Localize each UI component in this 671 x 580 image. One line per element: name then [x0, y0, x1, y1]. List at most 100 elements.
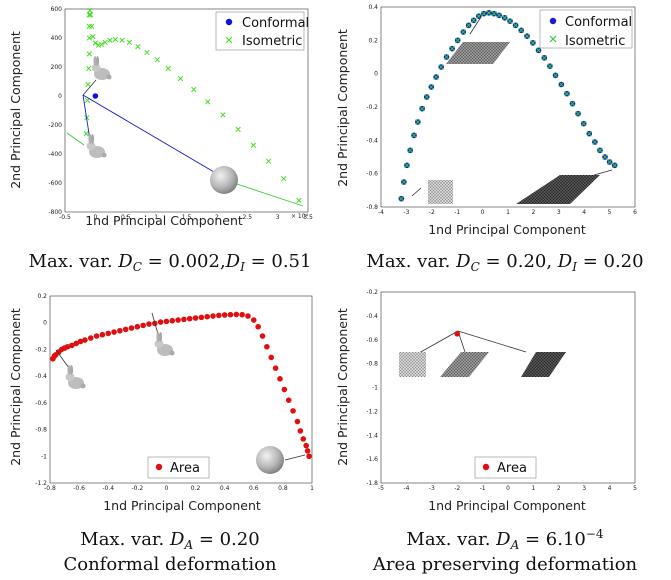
cross-stroke	[102, 39, 108, 46]
callout-line	[418, 330, 459, 354]
point-isometric	[86, 23, 92, 30]
x-tick-label: -0.8	[44, 485, 56, 492]
point-area	[198, 314, 205, 321]
point-isometric	[220, 112, 226, 118]
data-marks	[50, 311, 312, 460]
y-axis-label: 2nd Principal Component	[335, 29, 350, 187]
point-isometric	[87, 7, 93, 14]
plot-frame	[380, 6, 636, 208]
mesh-thumbnail	[399, 352, 426, 377]
caption-3: Max. var. DA = 0.20	[80, 529, 259, 552]
mesh-thumbnail	[446, 42, 510, 64]
point-area	[99, 331, 106, 338]
point-area	[268, 354, 275, 361]
cross-stroke	[87, 7, 93, 14]
point-area	[233, 311, 240, 318]
point-area	[245, 313, 251, 319]
caption-2: Max. var. DC = 0.20, DI = 0.20	[366, 251, 643, 274]
panel-2: -4 -3 -2 -1 0 1 2 3 4 5 6 0.4 0.2 0 -0.2 -0.4 -0.6 -0.8 1…	[335, 4, 637, 237]
point-isometric	[415, 119, 421, 125]
point-area	[181, 316, 187, 323]
point-isometric	[235, 126, 241, 133]
point-isometric	[428, 84, 434, 90]
cross-stroke	[398, 196, 404, 202]
tick-labels: -4 -3 -2 -1 0 1 2 3 4 5 6 0.4 0.2 0 -0.2 -0.4 -0.6 -0.8	[366, 4, 637, 216]
point-isometric	[398, 196, 404, 202]
bunny-thumbnail	[86, 134, 107, 158]
x-tick-label: 1	[531, 485, 535, 492]
cross-stroke	[491, 11, 497, 17]
point-isometric	[581, 121, 587, 127]
point-isometric	[460, 29, 466, 35]
point-isometric	[424, 94, 430, 100]
y-tick-label: -1.6	[366, 456, 378, 463]
point-isometric	[455, 37, 461, 43]
point-area	[122, 326, 129, 333]
point-isometric	[250, 142, 256, 148]
y-tick-label: -0.6	[366, 337, 378, 344]
point-area	[285, 397, 292, 403]
cross-stroke	[512, 22, 519, 28]
y-tick-label: -0.4	[366, 313, 378, 320]
legend: Conformal Isometric	[215, 11, 309, 51]
cross-stroke	[449, 46, 455, 52]
point-area	[117, 327, 123, 334]
y-tick-label: -1.2	[366, 408, 378, 415]
x-tick-label: 2.5	[242, 214, 252, 221]
legend: Area	[474, 456, 537, 479]
point-isometric	[89, 23, 95, 30]
point-isometric	[86, 35, 92, 41]
x-tick-label: 3.5	[303, 214, 313, 221]
callout-line	[55, 349, 70, 369]
x-axis-label: 1nd Principal Component	[103, 498, 261, 513]
point-area	[163, 318, 170, 325]
point-area	[134, 323, 141, 330]
y-axis-label: 2nd Principal Component	[8, 31, 23, 189]
cross-stroke	[496, 12, 502, 18]
panel-4: -5 -4 -3 -2 -1 0 1 2 3 4 5 -0.2 -0.4 -0.6 -0.8 -1 -1.2 -1…	[335, 289, 637, 513]
callout-line	[151, 312, 159, 335]
y-tick-label: -800	[48, 209, 62, 216]
x-tick-label: -0.4	[102, 485, 114, 492]
cross-stroke	[502, 15, 508, 21]
callout-line	[82, 94, 91, 141]
point-isometric	[502, 15, 508, 21]
y-tick-label: -0.4	[366, 137, 378, 144]
cross-stroke	[404, 162, 410, 168]
cross-stroke	[438, 64, 444, 70]
y-axis-label: 2nd Principal Component	[335, 308, 350, 466]
point-isometric	[602, 154, 608, 160]
cross-stroke	[471, 17, 477, 23]
tick-labels: -0.5 0 0.5 1 1.5 2 2.5 3 3.5 600 400 200 0 -200 -400 -6…	[48, 6, 313, 221]
point-isometric	[126, 39, 133, 46]
legend-box	[147, 456, 210, 479]
y-tick-label: -0.4	[35, 373, 47, 380]
legend-label-isometric: Isometric	[565, 34, 625, 49]
point-isometric	[530, 40, 536, 46]
point-isometric	[401, 179, 407, 185]
point-isometric	[597, 147, 603, 153]
point-isometric	[575, 111, 581, 117]
x-axis-label: 1nd Principal Component	[428, 498, 586, 513]
x-tick-label: 0.2	[191, 485, 201, 492]
x-tick-label: 2	[215, 214, 219, 221]
point-area	[239, 311, 245, 318]
cross-stroke	[265, 158, 272, 164]
x-tick-label: 1	[154, 214, 158, 221]
x-tick-label: 6	[633, 209, 637, 216]
cross-stroke	[597, 147, 603, 153]
point-area	[277, 376, 283, 382]
cross-stroke	[89, 23, 95, 30]
cross-stroke	[401, 179, 407, 185]
x-tick-label: 5	[633, 485, 637, 492]
cross-stroke	[135, 44, 141, 50]
cross-stroke	[85, 81, 91, 88]
point-area	[255, 323, 261, 330]
point-area	[227, 311, 234, 318]
x-tick-label: 1	[506, 209, 510, 216]
point-isometric	[205, 99, 211, 105]
point-isometric	[481, 11, 487, 17]
point-isometric	[112, 36, 119, 43]
legend-label-conformal: Conformal	[565, 15, 632, 30]
